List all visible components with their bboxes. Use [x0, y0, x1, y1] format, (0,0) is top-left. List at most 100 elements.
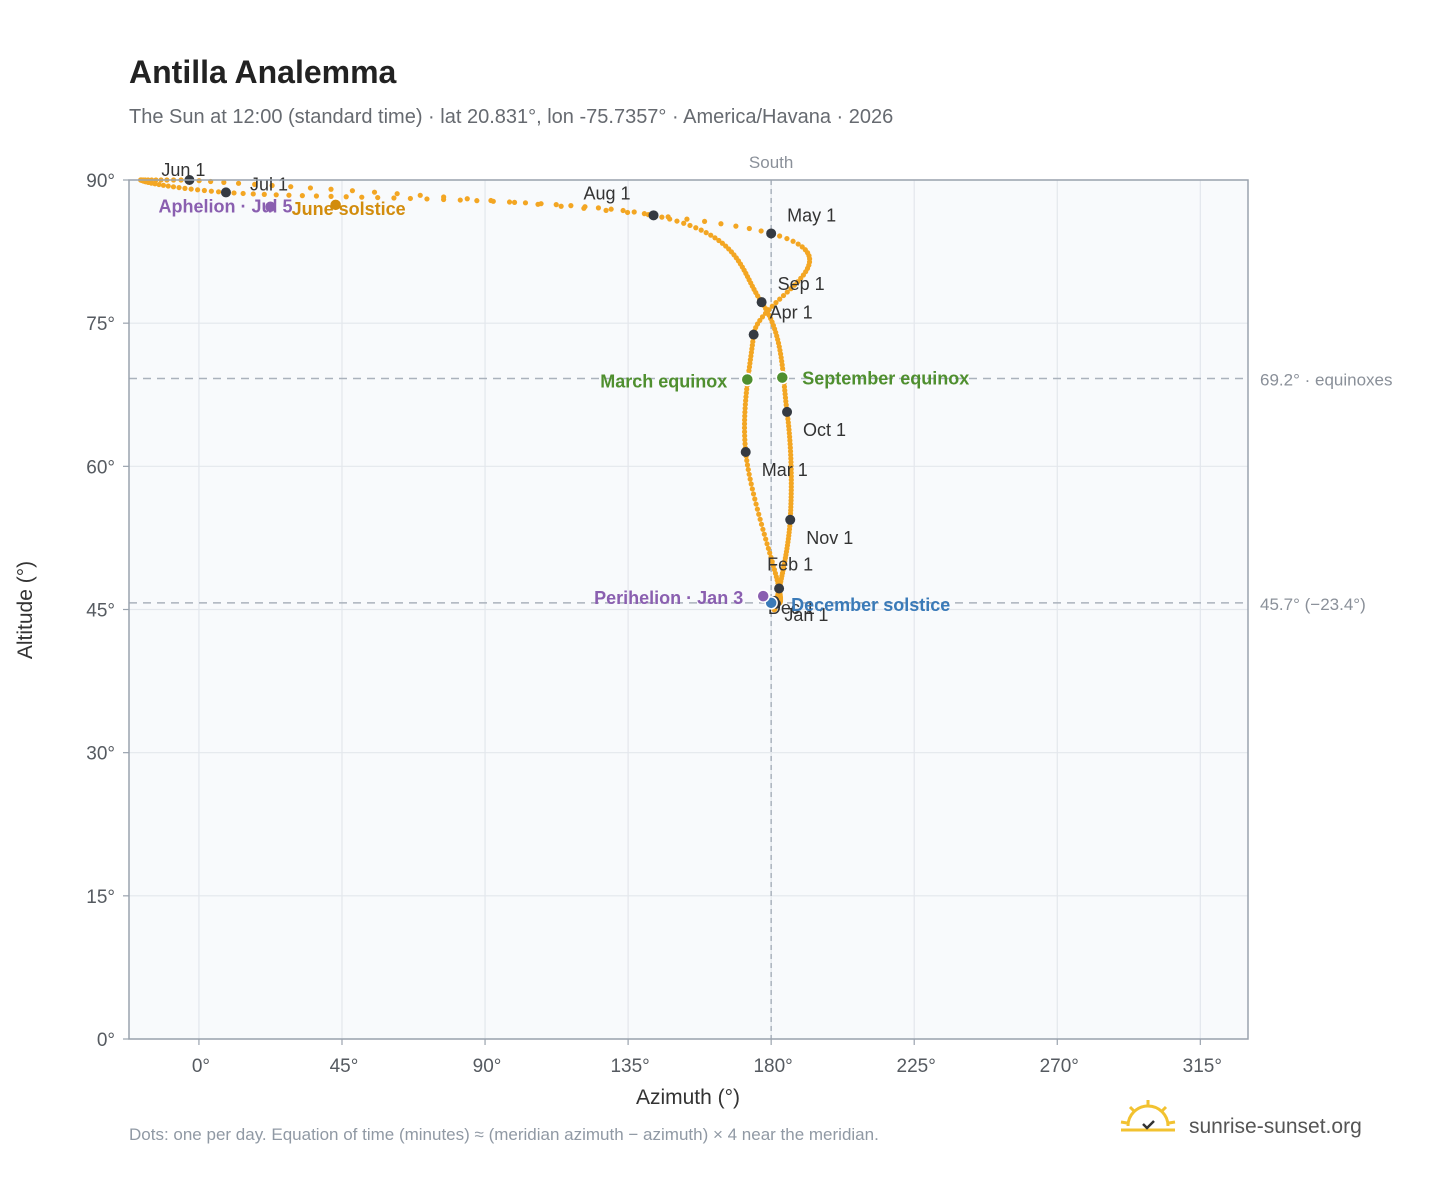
chart-title: Antilla Analemma [129, 54, 397, 90]
month-marker-label: Aug 1 [584, 183, 631, 203]
daily-dot [160, 182, 167, 188]
month-marker [220, 187, 231, 198]
daily-dot [152, 181, 158, 187]
event-marker [328, 198, 343, 212]
x-tick-label: 180° [753, 1056, 792, 1077]
daily-dot [742, 437, 748, 443]
daily-dot [215, 189, 222, 195]
month-marker-label: Mar 1 [762, 460, 808, 480]
daily-dot [771, 567, 778, 573]
brand-logo-icon [1120, 1100, 1176, 1132]
event-marker [756, 589, 770, 603]
month-marker [766, 228, 777, 239]
daily-dot [757, 317, 763, 324]
event-label: December solstice [791, 595, 950, 615]
month-marker-label: Jan 1 [784, 605, 828, 625]
x-tick-label: 90° [473, 1056, 502, 1077]
daily-dot [733, 223, 739, 229]
y-tick-label: 0° [97, 1030, 115, 1051]
event-marker [775, 370, 790, 385]
reference-lines: 69.2° · equinoxes 45.7° (−23.4°) [129, 371, 1393, 614]
daily-dot [603, 207, 609, 213]
daily-dot [770, 563, 776, 569]
daily-dot [182, 185, 188, 191]
event-label: March equinox [600, 371, 727, 391]
x-tick-label: 225° [897, 1056, 936, 1077]
ref-line-label: 45.7° (−23.4°) [1260, 595, 1366, 614]
month-marker [756, 297, 767, 308]
daily-dot [457, 197, 463, 203]
daily-dot [417, 192, 423, 198]
chart-subtitle: The Sun at 12:00 (standard time) · lat 2… [129, 106, 893, 128]
x-axis-title: Azimuth (°) [636, 1086, 740, 1109]
daily-dot [741, 429, 748, 435]
daily-dot [759, 314, 766, 320]
y-axis-title: Altitude (°) [14, 561, 37, 659]
daily-dot [273, 192, 279, 198]
daily-dot [777, 296, 783, 302]
daily-dot [624, 209, 631, 216]
daily-dot [763, 536, 769, 542]
month-marker-label: Jun 1 [161, 160, 205, 180]
daily-dot [764, 541, 770, 547]
event-markers: March equinox September equinox June solst… [158, 197, 969, 615]
event-label: Aphelion · Jul 5 [158, 197, 292, 217]
month-markers: Jan 1 Feb 1 Mar 1 Apr 1 May 1 Jun 1 Jul 1 Aug 1… [161, 160, 853, 625]
daily-dot [747, 476, 753, 482]
daily-dot [768, 554, 774, 560]
month-marker [648, 210, 659, 221]
daily-dot [745, 466, 751, 473]
brand-name: sunrise-sunset.org [1189, 1115, 1362, 1138]
daily-dot [165, 183, 171, 189]
daily-dot [790, 238, 796, 244]
daily-dot [791, 282, 798, 288]
daily-dot [595, 205, 602, 211]
daily-dot [769, 303, 775, 309]
daily-dot [758, 521, 765, 527]
daily-dot [743, 398, 749, 404]
meridian: South [749, 153, 793, 1039]
daily-dot [765, 545, 771, 552]
event-label: June solstice [292, 199, 406, 219]
daily-dot [490, 198, 496, 204]
event-label: September equinox [802, 369, 969, 389]
daily-dot [250, 191, 256, 197]
month-marker [785, 514, 796, 525]
daily-dot [693, 225, 699, 231]
daily-dot [742, 433, 748, 439]
daily-dot [741, 425, 748, 431]
daily-dot [769, 559, 775, 565]
month-marker-label: Jul 1 [250, 174, 288, 194]
daily-dot [767, 550, 773, 556]
daily-dot [641, 211, 647, 217]
daily-dot [394, 191, 400, 197]
daily-dot [176, 184, 182, 191]
daily-dot [170, 184, 177, 190]
daily-dot [743, 390, 749, 396]
daily-dot [795, 279, 801, 285]
daily-dot [299, 193, 305, 199]
daily-dot [716, 237, 722, 244]
daily-dot [758, 228, 764, 234]
daily-dot [307, 185, 314, 191]
daily-dot [231, 190, 237, 196]
daily-dot [761, 531, 767, 537]
daily-dot [788, 286, 794, 292]
daily-dot [746, 225, 752, 232]
daily-dot [744, 457, 750, 464]
daily-dot [659, 214, 665, 220]
daily-dot [756, 511, 762, 517]
meridian-label: South [749, 153, 793, 172]
daily-dot [742, 405, 748, 411]
daily-dot [795, 241, 801, 247]
daily-dot [506, 199, 513, 205]
month-marker [748, 329, 759, 340]
daily-dot [313, 193, 320, 199]
daily-dot [757, 516, 763, 522]
daily-dot [252, 181, 258, 187]
x-tick-label: 0° [192, 1056, 210, 1077]
month-marker [782, 406, 793, 417]
daily-dot [743, 394, 749, 400]
y-tick-label: 15° [86, 887, 115, 908]
